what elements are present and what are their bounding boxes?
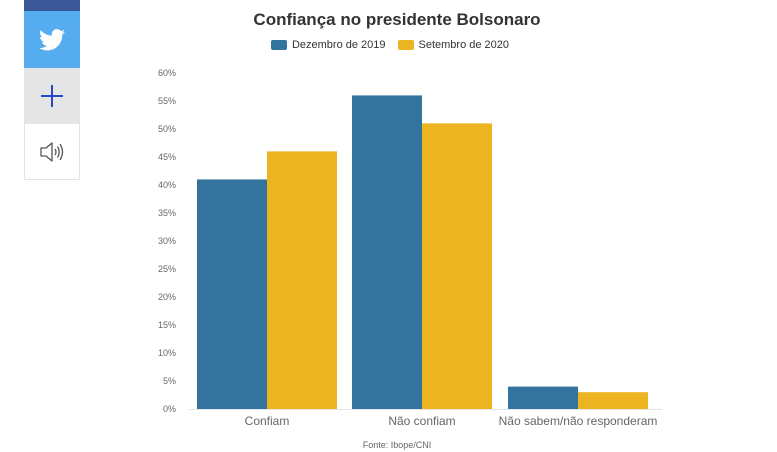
legend: Dezembro de 2019 Setembro de 2020	[0, 39, 777, 51]
legend-label-series-0: Dezembro de 2019	[291, 39, 386, 51]
chart-source: Fonte: Ibope/CNI	[362, 440, 432, 450]
legend-item-series-1[interactable]: Setembro de 2020	[397, 39, 510, 51]
bar-dezembro-2019-1[interactable]	[352, 95, 422, 410]
twitter-share-button[interactable]	[24, 11, 80, 68]
y-tick-label: 20%	[158, 292, 176, 302]
chart-title: Confiança no presidente Bolsonaro	[253, 10, 541, 29]
y-tick-label: 15%	[158, 320, 176, 330]
y-tick-label: 35%	[158, 208, 176, 218]
x-tick-label: Não confiam	[388, 414, 455, 428]
legend-swatch-series-0	[270, 40, 287, 50]
facebook-share-button[interactable]	[24, 0, 80, 11]
legend-swatch-series-1	[397, 40, 414, 50]
speaker-icon	[40, 141, 64, 162]
y-tick-label: 10%	[158, 348, 176, 358]
y-tick-label: 5%	[163, 376, 176, 386]
twitter-icon	[39, 28, 65, 50]
y-tick-label: 40%	[158, 180, 176, 190]
y-tick-label: 0%	[163, 404, 176, 414]
y-tick-label: 25%	[158, 264, 176, 274]
bar-dezembro-2019-2[interactable]	[508, 386, 578, 409]
y-tick-label: 30%	[158, 236, 176, 246]
share-bar	[24, 0, 80, 180]
audio-button[interactable]	[24, 124, 80, 180]
legend-item-series-0[interactable]: Dezembro de 2019	[270, 39, 386, 51]
bar-dezembro-2019-0[interactable]	[197, 179, 267, 409]
legend-label-series-1: Setembro de 2020	[418, 39, 510, 51]
y-tick-label: 50%	[158, 124, 176, 134]
x-tick-label: Confiam	[245, 414, 290, 428]
y-tick-label: 45%	[158, 152, 176, 162]
x-tick-label: Não sabem/não responderam	[499, 414, 658, 428]
y-tick-label: 55%	[158, 96, 176, 106]
bar-setembro-2020-1[interactable]	[422, 123, 492, 410]
more-share-button[interactable]	[24, 68, 80, 124]
plus-icon	[41, 85, 63, 107]
bar-setembro-2020-2[interactable]	[578, 392, 648, 409]
bar-setembro-2020-0[interactable]	[267, 151, 337, 409]
y-tick-label: 60%	[158, 68, 176, 78]
